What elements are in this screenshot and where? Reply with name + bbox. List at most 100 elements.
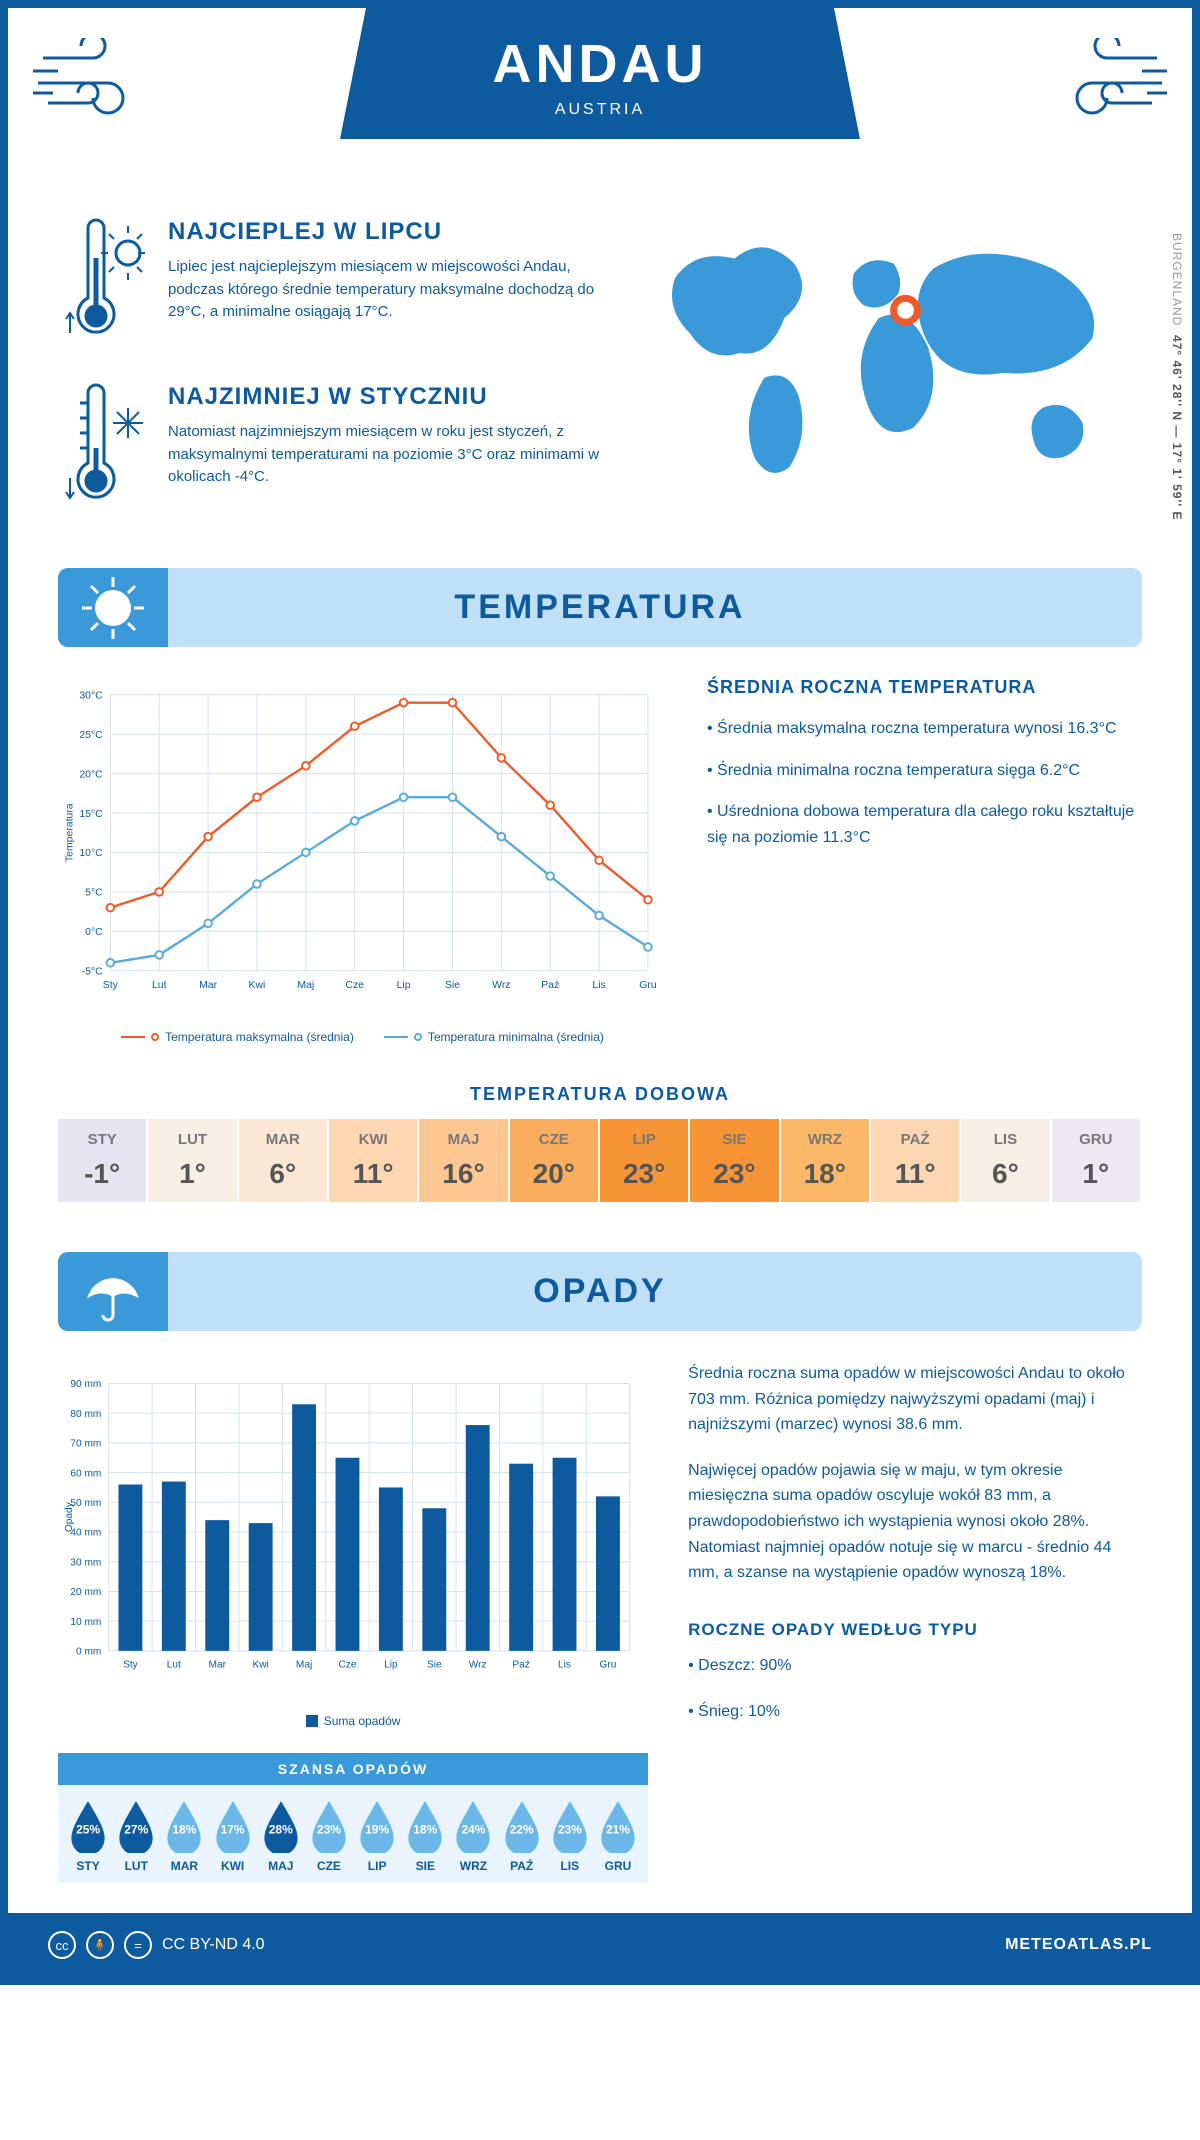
svg-text:Sty: Sty <box>103 980 119 991</box>
chance-value: 23% <box>308 1823 350 1837</box>
svg-text:Mar: Mar <box>209 1659 227 1670</box>
chance-cell: 22% PAŹ <box>498 1799 546 1873</box>
chance-heading: SZANSA OPADÓW <box>58 1753 648 1785</box>
temp-info-panel: ŚREDNIA ROCZNA TEMPERATURA • Średnia mak… <box>707 677 1142 1044</box>
chance-cell: 25% STY <box>64 1799 112 1873</box>
coordinates-label: BURGENLAND 47° 46' 28'' N — 17° 1' 59'' … <box>1170 233 1184 521</box>
svg-text:Lip: Lip <box>397 980 411 991</box>
chance-month: MAJ <box>257 1859 305 1873</box>
month-label: LUT <box>148 1131 236 1148</box>
chance-cell: 19% LIP <box>353 1799 401 1873</box>
svg-text:10 mm: 10 mm <box>70 1617 101 1628</box>
month-label: PAŹ <box>871 1131 959 1148</box>
svg-text:5°C: 5°C <box>85 888 103 899</box>
svg-text:Lip: Lip <box>384 1659 398 1670</box>
chance-cell: 24% WRZ <box>449 1799 497 1873</box>
chance-value: 19% <box>356 1823 398 1837</box>
svg-text:Wrz: Wrz <box>469 1659 487 1670</box>
fact-cold: NAJZIMNIEJ W STYCZNIU Natomiast najzimni… <box>58 383 605 513</box>
svg-text:Sie: Sie <box>427 1659 442 1670</box>
svg-text:Sie: Sie <box>445 980 460 991</box>
temp-value: 20° <box>510 1158 598 1190</box>
chance-value: 25% <box>67 1823 109 1837</box>
drop-icon: 28% <box>260 1799 302 1853</box>
svg-text:30 mm: 30 mm <box>70 1557 101 1568</box>
chance-box: SZANSA OPADÓW 25% STY 27% LUT 18% MAR 17… <box>58 1753 648 1883</box>
chance-cell: 17% KWI <box>209 1799 257 1873</box>
wind-icon-left <box>33 38 173 128</box>
month-label: MAR <box>239 1131 327 1148</box>
precip-type-heading: ROCZNE OPADY WEDŁUG TYPU <box>688 1616 1142 1643</box>
svg-text:10°C: 10°C <box>79 848 103 859</box>
chance-value: 22% <box>501 1823 543 1837</box>
daily-temp-cell: WRZ 18° <box>781 1119 871 1202</box>
chance-month: STY <box>64 1859 112 1873</box>
svg-text:25°C: 25°C <box>79 730 103 741</box>
daily-temp-cell: KWI 11° <box>329 1119 419 1202</box>
svg-text:20 mm: 20 mm <box>70 1587 101 1598</box>
temp-info-bullet: • Średnia minimalna roczna temperatura s… <box>707 758 1142 784</box>
svg-text:Sty: Sty <box>123 1659 139 1670</box>
chance-value: 24% <box>452 1823 494 1837</box>
month-label: WRZ <box>781 1131 869 1148</box>
drop-icon: 18% <box>404 1799 446 1853</box>
temperature-line-chart: -5°C0°C5°C10°C15°C20°C25°C30°CStyLutMarK… <box>58 677 667 1044</box>
chance-cell: 21% GRU <box>594 1799 642 1873</box>
precipitation-bar-chart: 0 mm10 mm20 mm30 mm40 mm50 mm60 mm70 mm8… <box>58 1361 648 1728</box>
chance-month: LIS <box>546 1859 594 1873</box>
drop-icon: 21% <box>597 1799 639 1853</box>
svg-text:40 mm: 40 mm <box>70 1528 101 1539</box>
chance-cell: 23% LIS <box>546 1799 594 1873</box>
drop-icon: 25% <box>67 1799 109 1853</box>
svg-text:15°C: 15°C <box>79 809 103 820</box>
chance-value: 28% <box>260 1823 302 1837</box>
title-banner: ANDAU AUSTRIA <box>340 8 860 139</box>
fact-hot: NAJCIEPLEJ W LIPCU Lipiec jest najcieple… <box>58 218 605 348</box>
footer: cc 🧍 = CC BY-ND 4.0 METEOATLAS.PL <box>8 1913 1192 1977</box>
daily-temp-cell: SIE 23° <box>690 1119 780 1202</box>
chance-month: LIP <box>353 1859 401 1873</box>
month-label: MAJ <box>419 1131 507 1148</box>
svg-text:Gru: Gru <box>639 980 657 991</box>
precip-p1: Średnia roczna suma opadów w miejscowośc… <box>688 1361 1142 1438</box>
daily-temp-heading: TEMPERATURA DOBOWA <box>58 1084 1142 1105</box>
svg-text:Kwi: Kwi <box>249 980 266 991</box>
chance-value: 27% <box>115 1823 157 1837</box>
month-label: CZE <box>510 1131 598 1148</box>
precip-info-panel: Średnia roczna suma opadów w miejscowośc… <box>688 1361 1142 1883</box>
section-header-temperature: TEMPERATURA <box>58 568 1142 647</box>
svg-text:30°C: 30°C <box>79 691 103 702</box>
chance-cell: 18% SIE <box>401 1799 449 1873</box>
chance-month: GRU <box>594 1859 642 1873</box>
precip-p2: Najwięcej opadów pojawia się w maju, w t… <box>688 1458 1142 1586</box>
chance-month: KWI <box>209 1859 257 1873</box>
temp-info-bullet: • Uśredniona dobowa temperatura dla całe… <box>707 799 1142 850</box>
sun-icon <box>58 568 168 647</box>
svg-text:Maj: Maj <box>297 980 314 991</box>
daily-temp-cell: MAJ 16° <box>419 1119 509 1202</box>
svg-text:Opady: Opady <box>64 1501 75 1532</box>
chance-month: LUT <box>112 1859 160 1873</box>
daily-temp-cell: PAŹ 11° <box>871 1119 961 1202</box>
svg-text:Wrz: Wrz <box>492 980 510 991</box>
svg-text:Gru: Gru <box>600 1659 617 1670</box>
country-label: AUSTRIA <box>420 101 780 119</box>
month-label: SIE <box>690 1131 778 1148</box>
temp-value: 23° <box>600 1158 688 1190</box>
city-title: ANDAU <box>420 33 780 95</box>
svg-text:0 mm: 0 mm <box>76 1647 101 1658</box>
temp-chart-legend: Temperatura maksymalna (średnia) Tempera… <box>58 1030 667 1044</box>
svg-text:Cze: Cze <box>345 980 364 991</box>
svg-text:60 mm: 60 mm <box>70 1468 101 1479</box>
svg-text:Paź: Paź <box>512 1659 529 1670</box>
fact-hot-text: Lipiec jest najcieplejszym miesiącem w m… <box>168 256 605 324</box>
temp-value: -1° <box>58 1158 146 1190</box>
chance-month: MAR <box>160 1859 208 1873</box>
thermometer-cold-icon <box>58 383 148 513</box>
temp-value: 18° <box>781 1158 869 1190</box>
precip-type-item: • Deszcz: 90% <box>688 1653 1142 1679</box>
daily-temp-cell: GRU 1° <box>1052 1119 1142 1202</box>
svg-text:50 mm: 50 mm <box>70 1498 101 1509</box>
month-label: KWI <box>329 1131 417 1148</box>
temp-info-heading: ŚREDNIA ROCZNA TEMPERATURA <box>707 677 1142 698</box>
